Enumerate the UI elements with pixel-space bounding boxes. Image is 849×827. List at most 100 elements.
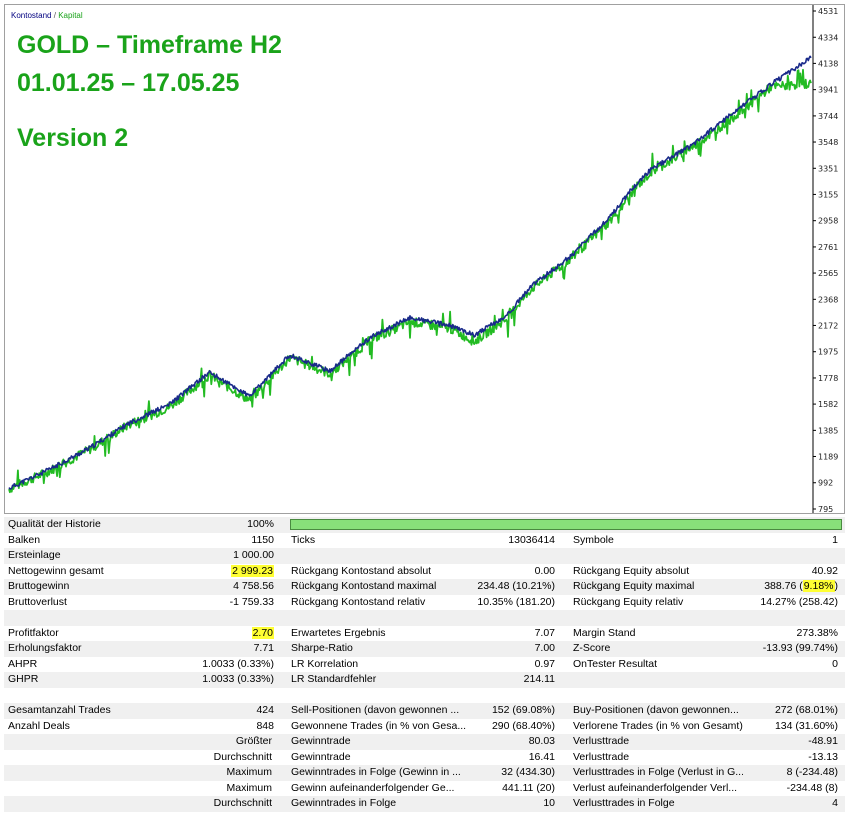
y-tick-label: 3744	[818, 112, 838, 121]
metric-value: 4 758.56	[154, 579, 274, 595]
metric-value: 134 (31.60%)	[774, 719, 838, 732]
metric-value-text: 2 999.23	[231, 564, 274, 577]
sub-label: Durchschnitt	[213, 750, 272, 763]
y-tick-label: 1385	[818, 426, 838, 435]
report-row: Durchschnitt Gewinntrades in Folge 10 Verlu…	[4, 796, 845, 812]
metric-label: Verlusttrades in Folge	[573, 797, 675, 809]
metric-value-text: )	[834, 580, 839, 592]
overlay-period: 01.01.25 – 17.05.25	[17, 69, 240, 97]
report-row: AHPR 1.0033 (0.33%) LR Korrelation 0.97 OnTe…	[4, 657, 845, 673]
y-tick-label: 1189	[818, 452, 838, 461]
metric-value: 7.07	[534, 626, 555, 639]
metric-label: Buy-Positionen (davon gewonnen...	[573, 704, 739, 716]
sub-label: Maximum	[226, 781, 272, 794]
metric-label: Gewinntrades in Folge	[291, 797, 397, 809]
metric-label: Rückgang Kontostand relativ	[291, 595, 426, 608]
metric-value-text: 848	[256, 719, 274, 732]
backtest-report: Qualität der Historie 100% Balken 1150 Tic…	[4, 517, 845, 823]
metric-label: Rückgang Equity relativ	[573, 595, 684, 608]
metric-value: 7.00	[534, 642, 555, 654]
metric-label: Verlusttrade	[573, 735, 630, 747]
chart-canvas: 4531 4334 4138 3941 3744 3548 3351 3155 2958 2761…	[8, 5, 838, 513]
metric-value: 32 (434.30)	[501, 766, 555, 778]
metric-label: GHPR	[8, 673, 39, 685]
metric-value: 2.70	[154, 626, 274, 642]
metric-label: Anzahl Deals	[8, 719, 70, 732]
report-row: Maximum Gewinntrades in Folge (Gewinn in …	[4, 765, 845, 781]
metric-value: 1	[832, 533, 838, 546]
y-tick-label: 1778	[818, 374, 838, 383]
metric-value: 10.35% (181.20)	[477, 595, 555, 608]
metric-value: 234.48 (10.21%)	[477, 580, 555, 592]
metric-label: Bruttoverlust	[8, 595, 67, 608]
metric-label: Rückgang Kontostand absolut	[291, 564, 432, 577]
metric-value: 388.76 (9.18%)	[694, 579, 838, 595]
metric-value-text: 4 758.56	[233, 580, 274, 592]
quality-value: 100%	[247, 518, 274, 530]
y-tick-label: 3941	[818, 86, 838, 95]
metric-label: Z-Score	[573, 642, 611, 654]
metric-value-text: 1.0033 (0.33%)	[202, 673, 274, 685]
metric-label: Gesamtanzahl Trades	[8, 704, 111, 716]
metric-value-text: 1.0033 (0.33%)	[202, 657, 274, 670]
metric-value-text: -1 759.33	[229, 595, 274, 608]
metric-value: 8 (-234.48)	[786, 766, 838, 778]
equity-series-line	[8, 68, 812, 494]
metric-value: 1.0033 (0.33%)	[154, 657, 274, 673]
metric-label: AHPR	[8, 657, 38, 670]
metric-label: Verlorene Trades (in % von Gesamt)	[573, 719, 743, 732]
metric-label: LR Standardfehler	[291, 673, 377, 685]
metric-value-text: 2.70	[251, 626, 274, 639]
report-row: Gesamtanzahl Trades 424 Sell-Positionen (d…	[4, 703, 845, 719]
metric-value: -48.91	[808, 735, 838, 747]
metric-label: Verlusttrade	[573, 750, 630, 763]
metric-label: Balken	[8, 533, 41, 546]
metric-label: Sharpe-Ratio	[291, 642, 353, 654]
metric-value: 2 999.23	[154, 564, 274, 580]
y-tick-label: 4138	[818, 59, 838, 68]
quality-row: Qualität der Historie 100%	[4, 517, 845, 533]
metric-label: Verlust aufeinanderfolgender Verl...	[573, 781, 738, 794]
y-tick-label: 2761	[818, 243, 838, 252]
metric-label: Erholungsfaktor	[8, 642, 82, 654]
metric-value: 80.03	[528, 735, 555, 747]
metric-label: Verlusttrades in Folge (Verlust in G...	[573, 766, 743, 778]
report-row: Anzahl Deals 848 Gewonnene Trades (in % vo…	[4, 719, 845, 735]
overlay-title: GOLD – Timeframe H2	[17, 31, 282, 59]
report-row	[4, 610, 845, 626]
metric-label: Rückgang Equity absolut	[573, 564, 690, 577]
report-row: Bruttogewinn 4 758.56 Rückgang Kontostand …	[4, 579, 845, 595]
report-row: Profitfaktor 2.70 Erwartetes Ergebnis 7.07 M…	[4, 626, 845, 642]
y-tick-label: 3155	[818, 190, 838, 199]
metric-value: 4	[832, 797, 838, 809]
metric-value: 441.11 (20)	[502, 781, 555, 794]
metric-value-text: 424	[256, 704, 274, 716]
metric-value: 273.38%	[796, 626, 838, 639]
metric-value: 424	[154, 703, 274, 719]
report-row: GHPR 1.0033 (0.33%) LR Standardfehler 214.1…	[4, 672, 845, 688]
y-tick-label: 1582	[818, 400, 838, 409]
y-tick-label: 4334	[818, 33, 838, 42]
y-tick-label: 2958	[818, 217, 838, 226]
metric-label: Gewonnene Trades (in % von Gesa...	[291, 719, 467, 732]
metric-label: Profitfaktor	[8, 626, 59, 639]
balance-series-line	[8, 55, 812, 490]
metric-value-text: 7.71	[253, 642, 274, 654]
report-row	[4, 688, 845, 704]
legend-balance: Kontostand	[11, 11, 52, 20]
report-row: Durchschnitt Gewinntrade 16.41 Verlusttrade…	[4, 750, 845, 766]
y-tick-label: 2565	[818, 269, 838, 278]
metric-label: Symbole	[573, 533, 614, 546]
report-row: Maximum Gewinn aufeinanderfolgender Ge...…	[4, 781, 845, 797]
metric-value: 1150	[154, 533, 274, 549]
y-tick-label: 2172	[818, 321, 838, 330]
metric-value: 152 (69.08%)	[491, 704, 555, 716]
metric-label: Gewinntrade	[291, 735, 351, 747]
sub-label: Durchschnitt	[213, 797, 272, 809]
metric-label: Ticks	[291, 533, 316, 546]
metric-label: Gewinntrades in Folge (Gewinn in ...	[291, 766, 461, 778]
metric-value: -234.48 (8)	[786, 781, 838, 794]
metric-label: Margin Stand	[573, 626, 636, 639]
metric-value: 0.00	[534, 564, 555, 577]
metric-value-highlight: 9.18%	[802, 580, 835, 592]
